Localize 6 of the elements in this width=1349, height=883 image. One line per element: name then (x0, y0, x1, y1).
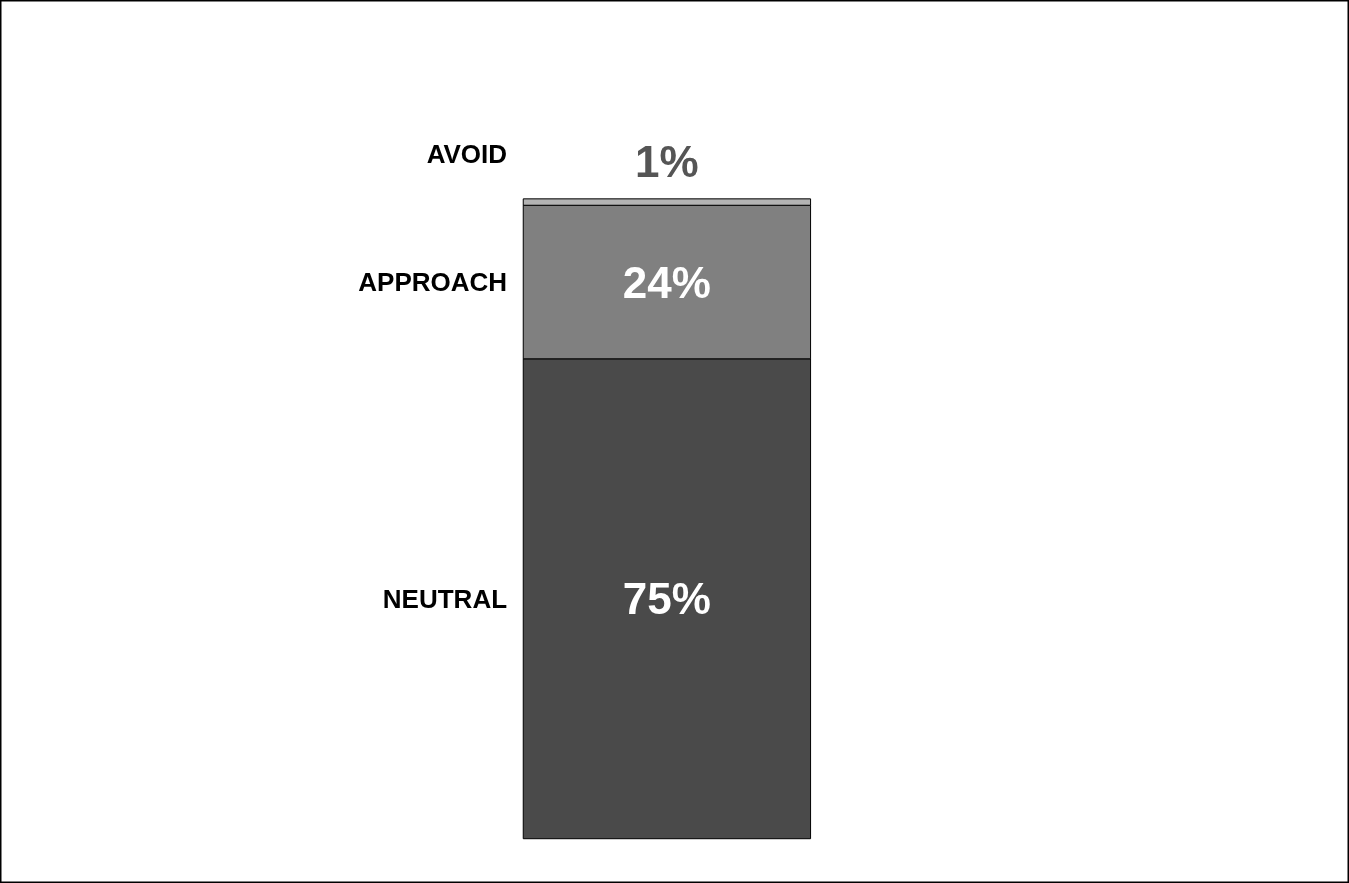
data-label: 1% (635, 137, 699, 187)
series-label: AVOID (426, 139, 508, 170)
series-label: APPROACH (358, 267, 508, 298)
data-label: 75% (622, 574, 711, 624)
series-label: NEUTRAL (382, 583, 508, 614)
data-label: 24% (622, 257, 711, 307)
